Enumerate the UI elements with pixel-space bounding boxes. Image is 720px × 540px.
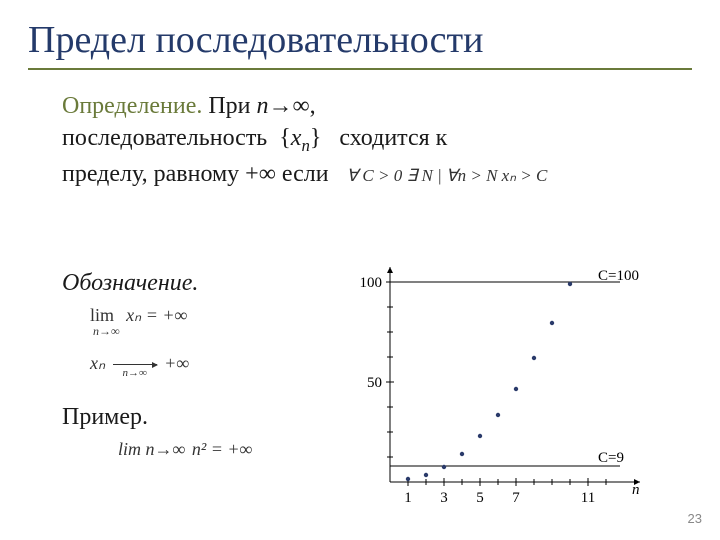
def-line1b: , bbox=[310, 93, 316, 119]
notation-formula-1: lim n→∞ xₙ = +∞ bbox=[90, 305, 198, 339]
example-formula: lim n→∞ n² = +∞ bbox=[118, 439, 252, 460]
lim-body: xₙ = +∞ bbox=[126, 305, 187, 326]
svg-text:11: 11 bbox=[581, 490, 595, 506]
ex-lim-body: n² = +∞ bbox=[192, 439, 253, 460]
notation-block: Обозначение. lim n→∞ xₙ = +∞ xₙ n→∞ +∞ bbox=[62, 270, 198, 374]
def-line2b: сходится к bbox=[339, 125, 447, 151]
svg-text:n: n bbox=[632, 482, 640, 498]
svg-text:7: 7 bbox=[512, 490, 520, 506]
arrow-under: n→∞ bbox=[113, 367, 157, 379]
arrow-right: +∞ bbox=[164, 353, 189, 373]
ex-lim-text: lim bbox=[118, 439, 141, 459]
ex-lim-under: n→∞ bbox=[146, 439, 186, 459]
notation-formula-2: xₙ n→∞ +∞ bbox=[90, 353, 198, 374]
arrow-left: xₙ bbox=[90, 353, 105, 373]
definition-block: Определение. При n→∞, последовательность… bbox=[62, 90, 682, 190]
sequence-chart: 1 3 5 7 11 50 100 C=100 C=9 n bbox=[350, 262, 650, 512]
svg-text:3: 3 bbox=[440, 490, 448, 506]
def-line2: последовательность bbox=[62, 125, 267, 151]
definition-label: Определение. bbox=[62, 93, 202, 119]
notation-title: Обозначение. bbox=[62, 270, 198, 297]
slide-title: Предел последовательности bbox=[28, 18, 692, 62]
lim-under: n→∞ bbox=[93, 324, 120, 339]
svg-text:C=100: C=100 bbox=[598, 268, 639, 284]
svg-text:100: 100 bbox=[360, 275, 383, 291]
example-title: Пример. bbox=[62, 404, 252, 431]
page-number: 23 bbox=[688, 511, 702, 526]
example-block: Пример. lim n→∞ n² = +∞ bbox=[62, 404, 252, 460]
svg-text:C=9: C=9 bbox=[598, 450, 624, 466]
def-condition: ∀ C > 0 ∃ N | ∀n > N xₙ > C bbox=[347, 166, 548, 185]
svg-text:50: 50 bbox=[367, 375, 382, 391]
svg-text:1: 1 bbox=[404, 490, 412, 506]
svg-text:5: 5 bbox=[476, 490, 484, 506]
long-arrow-icon: n→∞ bbox=[113, 364, 157, 365]
lim-text: lim bbox=[90, 305, 114, 325]
def-line3: пределу, равному +∞ если bbox=[62, 161, 329, 187]
def-line1a: При bbox=[208, 93, 256, 119]
title-underline bbox=[28, 68, 692, 70]
